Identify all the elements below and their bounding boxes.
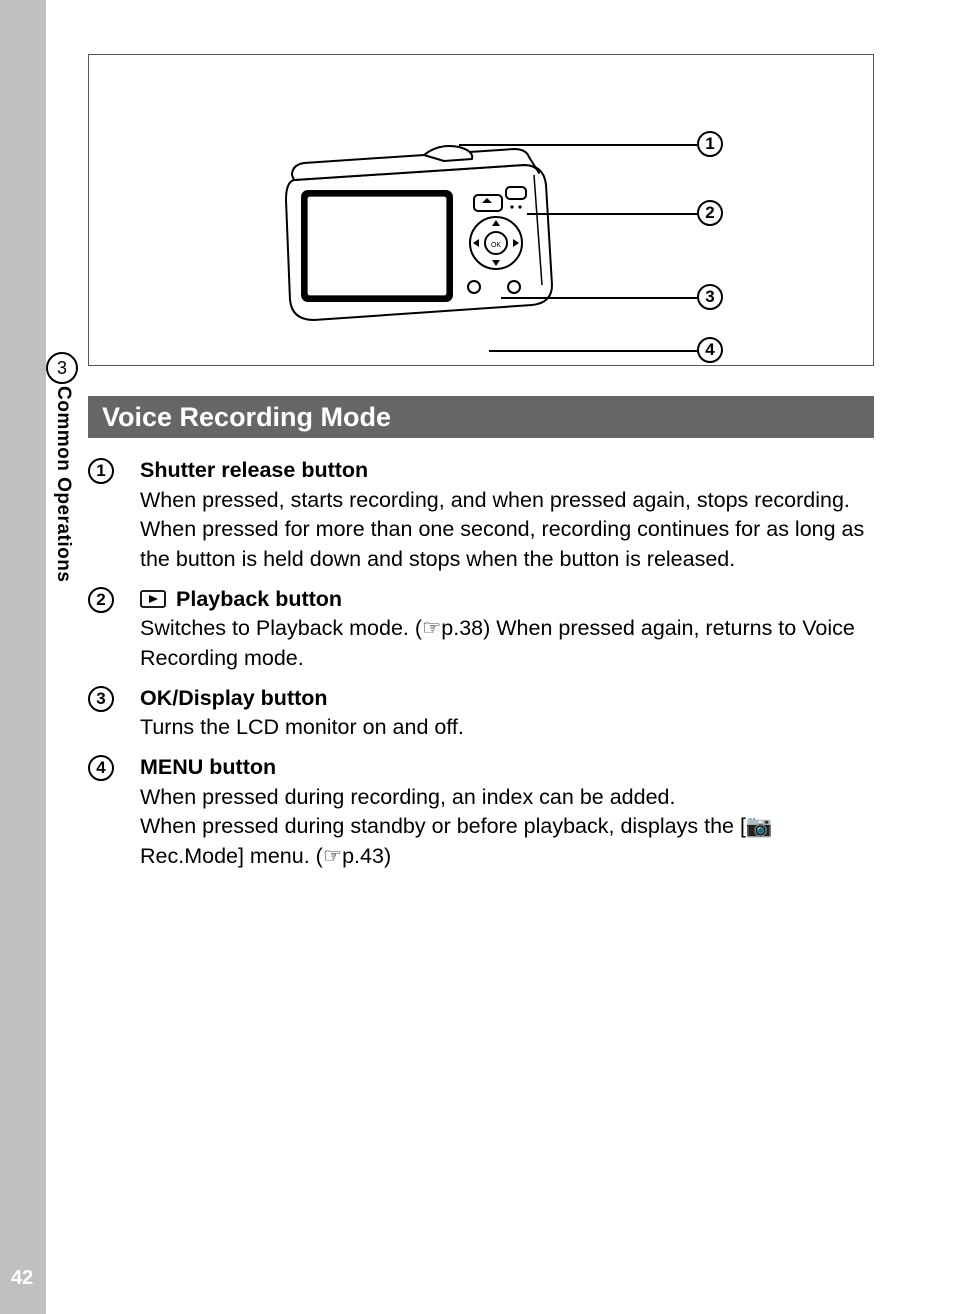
definition-item: 1 Shutter release button When pressed, s… [88,456,874,575]
def-body: Shutter release button When pressed, sta… [140,456,874,575]
callout-number: 4 [697,337,723,363]
def-title: Playback button [140,585,874,615]
def-number: 3 [96,689,105,709]
definition-item: 4 MENU button When pressed during record… [88,753,874,872]
callout-line [501,297,697,299]
camera-illustration: OK [274,125,564,335]
def-number: 2 [96,590,105,610]
sidetab-label: Common Operations [48,386,74,582]
section-title: Voice Recording Mode [102,402,391,433]
def-number-circle: 1 [88,458,114,484]
def-title-text: Shutter release button [140,456,368,486]
def-body: MENU button When pressed during recordin… [140,753,874,872]
def-title: OK/Display button [140,684,464,714]
page-root: 3 Common Operations 42 [0,0,954,1314]
def-title-text: MENU button [140,753,276,783]
section-title-bar: Voice Recording Mode [88,396,874,438]
callout-line [489,350,697,352]
def-title: MENU button [140,753,874,783]
page-number: 42 [11,1267,33,1290]
definition-item: 3 OK/Display button Turns the LCD monito… [88,684,874,743]
content-area: OK 1234 Voic [88,54,874,882]
callout-line [459,144,697,146]
callout-line [527,213,697,215]
def-text: When pressed during recording, an index … [140,783,874,872]
def-body: OK/Display button Turns the LCD monitor … [140,684,464,743]
left-margin [0,0,46,1314]
callout-number: 3 [697,284,723,310]
definitions-list: 1 Shutter release button When pressed, s… [88,456,874,872]
definition-item: 2 Playback button Switches to Playback m… [88,585,874,674]
playback-icon [140,590,166,608]
def-text: Turns the LCD monitor on and off. [140,713,464,743]
def-number-circle: 3 [88,686,114,712]
diagram-box: OK 1 2 3 4 [88,54,874,366]
sidetab-chapter-circle: 3 [46,352,78,384]
sidetab-chapter-number: 3 [57,358,67,379]
def-number-circle: 4 [88,755,114,781]
def-number-circle: 2 [88,587,114,613]
def-text: Switches to Playback mode. (☞p.38) When … [140,614,874,673]
callout-number: 1 [697,131,723,157]
def-number: 4 [96,758,105,778]
def-text: When pressed, starts recording, and when… [140,486,874,575]
def-title-text: Playback button [176,585,342,615]
svg-text:OK: OK [491,242,501,249]
def-number: 1 [96,461,105,481]
def-title-text: OK/Display button [140,684,328,714]
callout-number: 2 [697,200,723,226]
def-body: Playback button Switches to Playback mod… [140,585,874,674]
def-title: Shutter release button [140,456,874,486]
